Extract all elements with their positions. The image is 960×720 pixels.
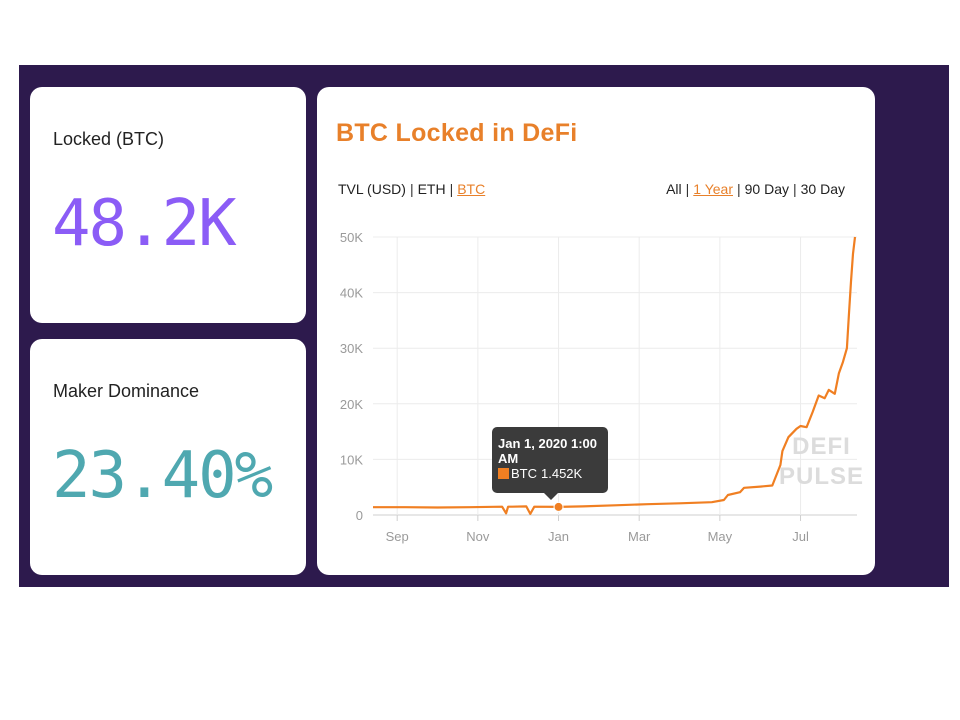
toggle-separator: | — [793, 181, 797, 197]
toggle-separator: | — [685, 181, 690, 197]
locked-btc-card: Locked (BTC) 48.2K — [30, 87, 306, 323]
y-tick-label: 40K — [340, 286, 363, 301]
range-toggle-group: All | 1 Year | 90 Day | 30 Day — [666, 181, 845, 197]
locked-btc-value: 48.2K — [52, 187, 237, 261]
y-tick-label: 0 — [356, 508, 363, 523]
watermark-line-1: DEFI — [792, 433, 851, 460]
maker-dominance-value: 23.40% — [52, 439, 273, 513]
x-tick-label: May — [708, 529, 733, 544]
metric-toggle-group: TVL (USD) | ETH | BTC — [338, 181, 485, 197]
defi-pulse-watermark: DEFI PULSE — [779, 432, 864, 492]
x-tick-label: Jul — [792, 529, 809, 544]
y-tick-label: 10K — [340, 452, 363, 467]
btc-series-line — [373, 236, 857, 515]
tooltip-series-value: 1.452K — [541, 466, 583, 481]
x-tick-label: Jan — [548, 529, 569, 544]
tooltip-series-swatch — [498, 468, 509, 479]
chart-gridlines — [373, 236, 857, 516]
chart-title: BTC Locked in DeFi — [336, 119, 578, 147]
chart-series — [373, 236, 857, 515]
x-tick-label: Nov — [466, 529, 490, 544]
y-tick-label: 50K — [340, 230, 363, 245]
tooltip-date: Jan 1, 2020 1:00 AM — [498, 436, 598, 466]
range-all-link[interactable]: All — [666, 181, 682, 197]
toggle-separator: | — [409, 181, 414, 197]
x-tick-label: Sep — [386, 529, 409, 544]
x-tick-label: Mar — [628, 529, 651, 544]
watermark-line-2: PULSE — [779, 463, 865, 490]
chart-tooltip: Jan 1, 2020 1:00 AM BTC 1.452K — [492, 427, 608, 500]
y-tick-label: 20K — [340, 397, 363, 412]
y-tick-label: 30K — [340, 341, 363, 356]
metric-btc-link[interactable]: BTC — [457, 181, 486, 197]
toggle-separator: | — [737, 181, 741, 197]
tooltip-series: BTC 1.452K — [511, 466, 582, 481]
chart-axes: 0 10K 20K 30K 40K 50K Sep Nov Jan Mar May Jul — [340, 230, 809, 544]
metric-eth-link[interactable]: ETH — [417, 181, 446, 197]
metric-tvl-usd-link[interactable]: TVL (USD) — [338, 181, 406, 197]
locked-btc-label: Locked (BTC) — [53, 129, 165, 149]
range-1-year-link[interactable]: 1 Year — [693, 181, 733, 197]
btc-locked-chart-card: BTC Locked in DeFi TVL (USD) | ETH | BTC All… — [317, 87, 875, 575]
tooltip-series-name: BTC — [511, 466, 537, 481]
btc-locked-line-chart[interactable]: 0 10K 20K 30K 40K 50K Sep Nov Jan Mar May Jul — [317, 217, 875, 567]
toggle-separator: | — [449, 181, 454, 197]
dashboard-frame: Locked (BTC) 48.2K Maker Dominance 23.40… — [19, 65, 949, 587]
range-90-day-link[interactable]: 90 Day — [744, 181, 789, 197]
maker-dominance-card: Maker Dominance 23.40% — [30, 339, 306, 575]
range-30-day-link[interactable]: 30 Day — [800, 181, 845, 197]
highlight-point — [553, 501, 564, 512]
maker-dominance-label: Maker Dominance — [53, 381, 200, 401]
